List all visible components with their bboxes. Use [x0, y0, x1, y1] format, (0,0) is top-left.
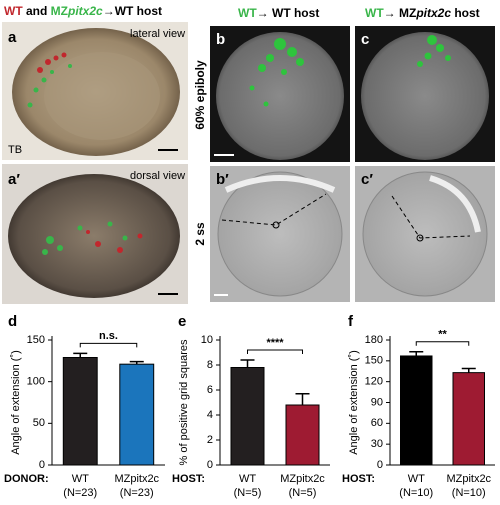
- header-part: MZ: [51, 4, 68, 18]
- y-axis-label: Angle of extension (˚): [348, 350, 360, 455]
- cells: [249, 38, 304, 107]
- sig-label: **: [438, 329, 447, 341]
- bar: [400, 355, 433, 466]
- y-tick-label: 8: [207, 359, 213, 371]
- x-prefix: HOST:: [172, 473, 205, 485]
- header-part: WT: [4, 4, 23, 18]
- y-tick-label: 2: [207, 434, 213, 446]
- sig-label: n.s.: [99, 330, 118, 342]
- cells: [42, 221, 143, 255]
- sig-bracket: [415, 341, 470, 346]
- header-part: and: [23, 4, 51, 18]
- panel-label: a: [8, 29, 17, 46]
- axis-tissue: [224, 175, 336, 193]
- n-label: (N=10): [399, 487, 433, 499]
- y-tick-label: 0: [377, 459, 383, 471]
- header-part: →WT host: [103, 4, 162, 18]
- sig-bracket: [247, 349, 303, 354]
- error-bar: [129, 360, 144, 365]
- header-c: WT→ MZpitx2c host: [365, 6, 480, 20]
- panel-label: b: [216, 31, 225, 48]
- header-part: host: [451, 6, 480, 20]
- x-tick-label: MZpitx2c: [114, 473, 159, 485]
- vertex: [272, 221, 280, 229]
- bar: [119, 363, 155, 466]
- panel-label: e: [178, 313, 186, 330]
- x-prefix: HOST:: [342, 473, 375, 485]
- y-tick-label: 180: [365, 334, 383, 346]
- error-bar: [461, 367, 476, 373]
- header-a: WT and MZpitx2c→WT host: [4, 4, 162, 18]
- y-axis-label: Angle of extension (˚): [10, 350, 22, 455]
- angle-line: [221, 193, 327, 226]
- y-tick-label: 0: [39, 459, 45, 471]
- tb-label: TB: [8, 144, 22, 156]
- y-tick-label: 0: [207, 459, 213, 471]
- y-tick-label: 100: [27, 376, 45, 388]
- y-tick-label: 150: [27, 334, 45, 346]
- y-tick-label: 4: [207, 409, 213, 421]
- panel-label: d: [8, 313, 17, 330]
- panel-label: b′: [216, 171, 229, 188]
- header-part: WT: [238, 6, 257, 20]
- x-tick-label: WT: [408, 473, 425, 485]
- embryo: [216, 32, 344, 160]
- n-label: (N=5): [234, 487, 262, 499]
- bar: [62, 357, 98, 466]
- header-part: → MZ: [384, 6, 417, 20]
- x-tick-label: WT: [72, 473, 89, 485]
- y-tick-label: 60: [371, 417, 383, 429]
- x-tick-label: WT: [239, 473, 256, 485]
- embryo: [362, 171, 488, 297]
- header-part: → WT host: [257, 6, 320, 20]
- y-tick-label: 90: [371, 396, 383, 408]
- y-tick-label: 6: [207, 384, 213, 396]
- error-bar: [295, 393, 310, 405]
- y-tick-label: 10: [201, 334, 213, 346]
- error-bar: [240, 359, 255, 368]
- embryo: [8, 174, 180, 298]
- error-bar: [73, 352, 88, 358]
- y-tick-label: 50: [33, 417, 45, 429]
- y-tick-label: 30: [371, 438, 383, 450]
- panel-label: a′: [8, 171, 20, 188]
- header-part: pitx2c: [67, 4, 103, 18]
- panel-label: c′: [361, 171, 373, 188]
- x-tick-label: MZpitx2c: [280, 473, 325, 485]
- n-label: (N=10): [452, 487, 486, 499]
- sig-label: ****: [266, 337, 284, 349]
- bar: [230, 367, 265, 466]
- angle-line: [391, 195, 471, 239]
- row-label: 2 ss: [193, 222, 207, 246]
- header-part: pitx2c: [415, 6, 451, 20]
- panel-label: c: [361, 31, 369, 48]
- error-bar: [409, 351, 424, 356]
- n-label: (N=23): [120, 487, 154, 499]
- embryo-yolk: [44, 52, 160, 140]
- bar: [452, 372, 485, 466]
- y-tick-label: 120: [365, 376, 383, 388]
- vertex: [416, 234, 424, 242]
- view-label: lateral view: [130, 28, 185, 40]
- sig-bracket: [79, 342, 138, 348]
- n-label: (N=5): [289, 487, 317, 499]
- view-label: dorsal view: [130, 170, 185, 182]
- x-tick-label: MZpitx2c: [446, 473, 491, 485]
- header-part: WT: [365, 6, 384, 20]
- cells: [417, 35, 451, 67]
- bar: [285, 404, 320, 466]
- n-label: (N=23): [63, 487, 97, 499]
- panel-label: f: [348, 313, 354, 330]
- x-prefix: DONOR:: [4, 473, 49, 485]
- header-b: WT→ WT host: [238, 6, 319, 20]
- y-tick-label: 150: [365, 355, 383, 367]
- cells: [27, 52, 72, 108]
- row-label: 60% epiboly: [193, 60, 207, 130]
- embryo: [217, 171, 343, 297]
- embryo: [361, 32, 489, 160]
- y-axis-label: % of positive grid squares: [178, 339, 190, 465]
- axis-tissue: [429, 175, 481, 233]
